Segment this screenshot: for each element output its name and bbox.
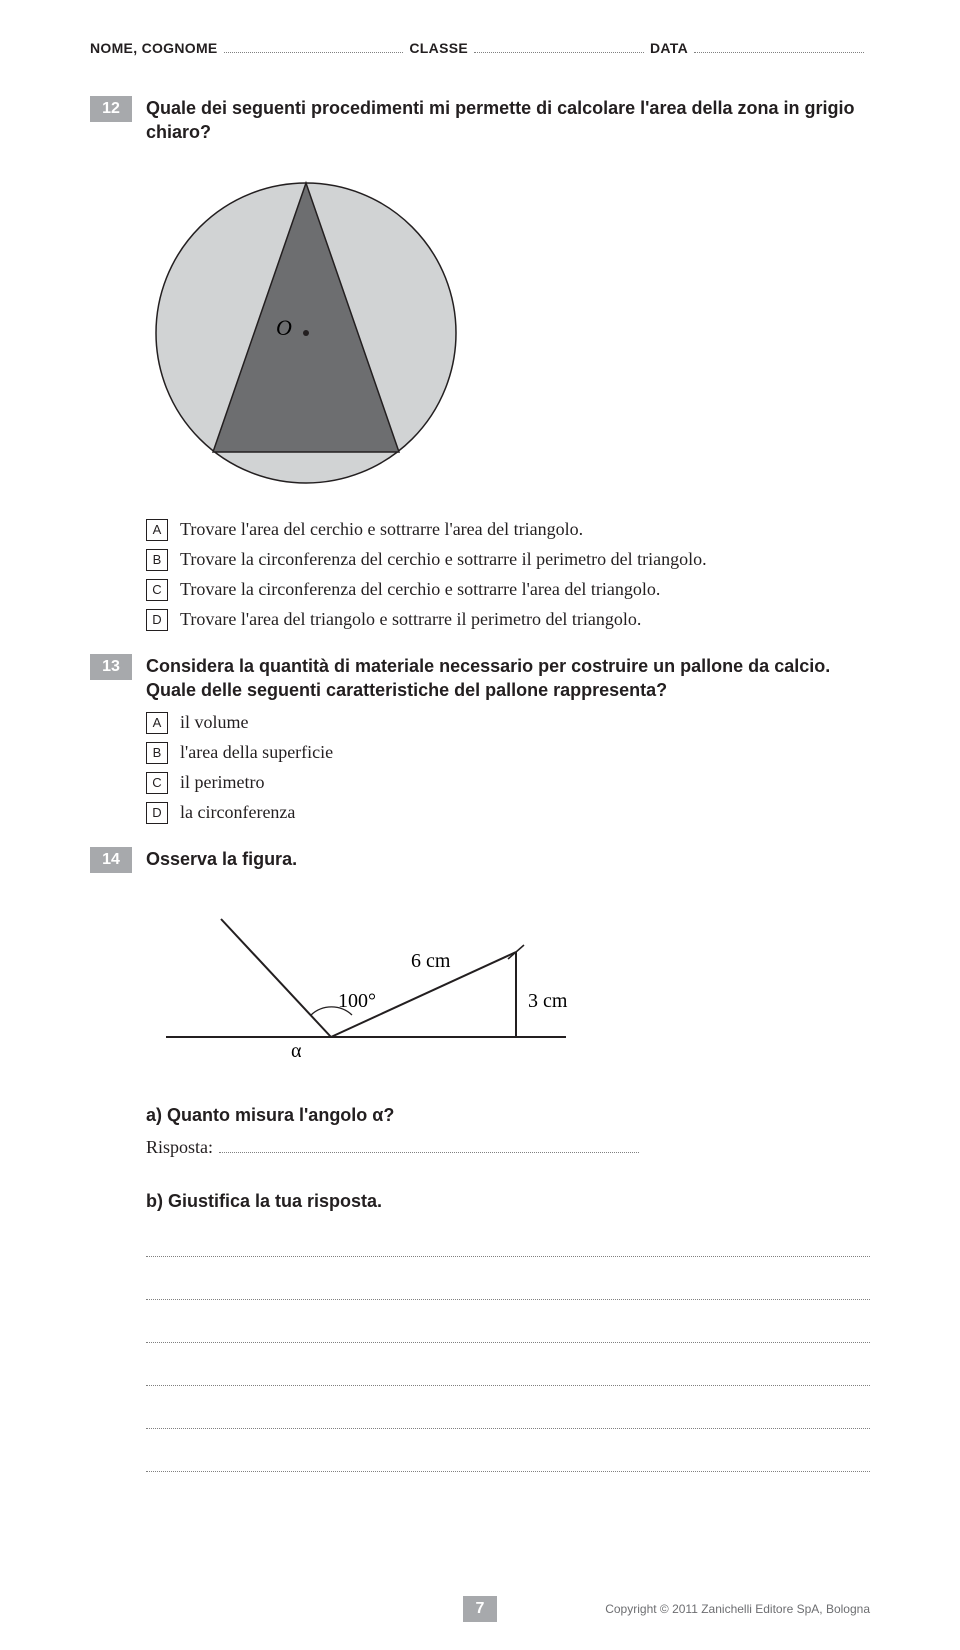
q12-options: A Trovare l'area del cerchio e sottrarre… (146, 516, 870, 632)
header-row: NOME, COGNOME CLASSE DATA (90, 40, 870, 56)
question-12-number: 12 (90, 96, 132, 122)
q12-option-b[interactable]: B Trovare la circonferenza del cerchio e… (146, 546, 870, 572)
question-14-number: 14 (90, 847, 132, 873)
option-letter-d: D (146, 802, 168, 824)
question-13-head: 13 Considera la quantità di materiale ne… (90, 654, 870, 703)
header-class-line[interactable] (474, 42, 644, 53)
q14-answer-b-line-5[interactable] (146, 1404, 870, 1429)
question-13-text: Considera la quantità di materiale neces… (146, 654, 870, 703)
option-letter-c: C (146, 579, 168, 601)
q14-answer-label: Risposta: (146, 1134, 213, 1160)
q12-figure: O (146, 173, 870, 500)
copyright-text: Copyright © 2011 Zanichelli Editore SpA,… (605, 1602, 870, 1616)
q12-center-dot (303, 330, 309, 336)
question-14-text: Osserva la figura. (146, 847, 870, 871)
page-footer: 7 Copyright © 2011 Zanichelli Editore Sp… (90, 1596, 870, 1622)
q12-option-c-text: Trovare la circonferenza del cerchio e s… (180, 576, 870, 602)
header-date-label: DATA (650, 40, 688, 56)
option-letter-d: D (146, 609, 168, 631)
q14-answer-b-line-1[interactable] (146, 1232, 870, 1257)
q14-alpha-label: α (291, 1040, 302, 1062)
q13-option-c[interactable]: C il perimetro (146, 769, 870, 795)
question-14-body: α 100° 6 cm 3 cm a) Quanto misura l'ango… (146, 897, 870, 1472)
q13-option-c-text: il perimetro (180, 769, 870, 795)
question-13: 13 Considera la quantità di materiale ne… (90, 654, 870, 825)
q14-side3-label: 3 cm (528, 990, 568, 1012)
q14-answer-b-line-3[interactable] (146, 1318, 870, 1343)
q12-circle-triangle-diagram: O (146, 173, 466, 493)
q14-answer-b-line-6[interactable] (146, 1447, 870, 1472)
header-name-label: NOME, COGNOME (90, 40, 218, 56)
option-letter-a: A (146, 519, 168, 541)
q14-angle-diagram: α 100° 6 cm 3 cm (156, 897, 586, 1067)
question-14-head: 14 Osserva la figura. (90, 847, 870, 873)
question-13-body: A il volume B l'area della superficie C … (146, 709, 870, 825)
option-letter-b: B (146, 549, 168, 571)
question-13-number: 13 (90, 654, 132, 680)
header-name-line[interactable] (224, 42, 404, 53)
q14-left-ray (221, 919, 331, 1037)
q14-sub-a: a) Quanto misura l'angolo α? (146, 1102, 870, 1128)
q13-option-a[interactable]: A il volume (146, 709, 870, 735)
q14-answer-a-row: Risposta: (146, 1134, 870, 1160)
page-number: 7 (463, 1596, 497, 1622)
q14-figure: α 100° 6 cm 3 cm (156, 897, 870, 1074)
q13-options: A il volume B l'area della superficie C … (146, 709, 870, 825)
question-12: 12 Quale dei seguenti procedimenti mi pe… (90, 96, 870, 632)
q13-option-b[interactable]: B l'area della superficie (146, 739, 870, 765)
header-date-line[interactable] (694, 42, 864, 53)
q13-option-a-text: il volume (180, 709, 870, 735)
question-12-head: 12 Quale dei seguenti procedimenti mi pe… (90, 96, 870, 145)
option-letter-b: B (146, 742, 168, 764)
header-class-label: CLASSE (409, 40, 468, 56)
q12-option-a[interactable]: A Trovare l'area del cerchio e sottrarre… (146, 516, 870, 542)
q14-sub-b: b) Giustifica la tua risposta. (146, 1188, 870, 1214)
q12-option-d-text: Trovare l'area del triangolo e sottrarre… (180, 606, 870, 632)
q13-option-b-text: l'area della superficie (180, 739, 870, 765)
q14-angle-label: 100° (338, 990, 376, 1012)
q12-option-a-text: Trovare l'area del cerchio e sottrarre l… (180, 516, 870, 542)
q12-center-label: O (276, 315, 292, 340)
option-letter-c: C (146, 772, 168, 794)
worksheet-page: NOME, COGNOME CLASSE DATA 12 Quale dei s… (0, 0, 960, 1650)
option-letter-a: A (146, 712, 168, 734)
question-14: 14 Osserva la figura. (90, 847, 870, 1472)
q13-option-d-text: la circonferenza (180, 799, 870, 825)
question-12-text: Quale dei seguenti procedimenti mi perme… (146, 96, 870, 145)
q14-answer-a-line[interactable] (219, 1142, 639, 1153)
q13-option-d[interactable]: D la circonferenza (146, 799, 870, 825)
q12-option-d[interactable]: D Trovare l'area del triangolo e sottrar… (146, 606, 870, 632)
q14-answer-b-line-4[interactable] (146, 1361, 870, 1386)
question-12-body: O A Trovare l'area del cerchio e sottrar… (146, 173, 870, 632)
q14-answer-b-line-2[interactable] (146, 1275, 870, 1300)
q12-option-c[interactable]: C Trovare la circonferenza del cerchio e… (146, 576, 870, 602)
q12-option-b-text: Trovare la circonferenza del cerchio e s… (180, 546, 870, 572)
q14-side6-label: 6 cm (411, 950, 451, 972)
